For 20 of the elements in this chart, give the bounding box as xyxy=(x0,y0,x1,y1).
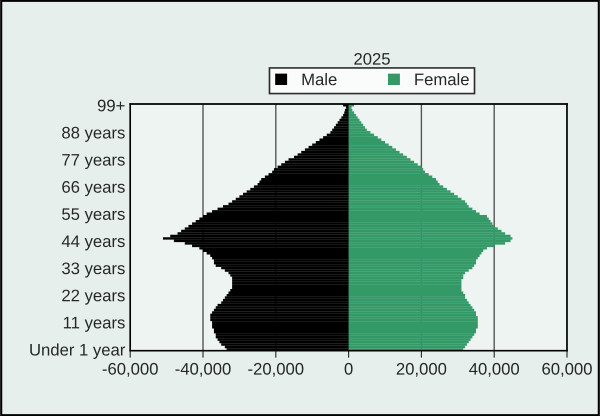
y-tick-label: 11 years xyxy=(64,316,125,332)
y-tick-label: 22 years xyxy=(62,290,125,305)
y-tick-label: 44 years xyxy=(62,235,125,250)
y-tick-label: 66 years xyxy=(62,181,125,196)
y-tick-label: 99+ xyxy=(98,100,125,112)
y-tick-label: 55 years xyxy=(62,208,125,224)
x-tick-label: -20,000 xyxy=(248,362,304,377)
x-tick-label: 0 xyxy=(344,362,353,375)
y-tick-label: Under 1 year xyxy=(30,343,126,359)
chart-title: 2025 xyxy=(354,52,390,65)
legend-label: Female xyxy=(415,73,469,86)
x-tick-label: 60,000 xyxy=(542,362,592,377)
x-tick-label: -60,000 xyxy=(102,362,158,377)
y-tick-label: 33 years xyxy=(62,262,125,278)
legend-label: Male xyxy=(302,73,337,86)
x-tick-label: -40,000 xyxy=(175,362,231,377)
x-tick-label: 20,000 xyxy=(396,362,446,377)
y-tick-label: 77 years xyxy=(62,154,125,169)
y-tick-label: 88 years xyxy=(62,126,125,142)
x-tick-label: 40,000 xyxy=(469,362,520,377)
